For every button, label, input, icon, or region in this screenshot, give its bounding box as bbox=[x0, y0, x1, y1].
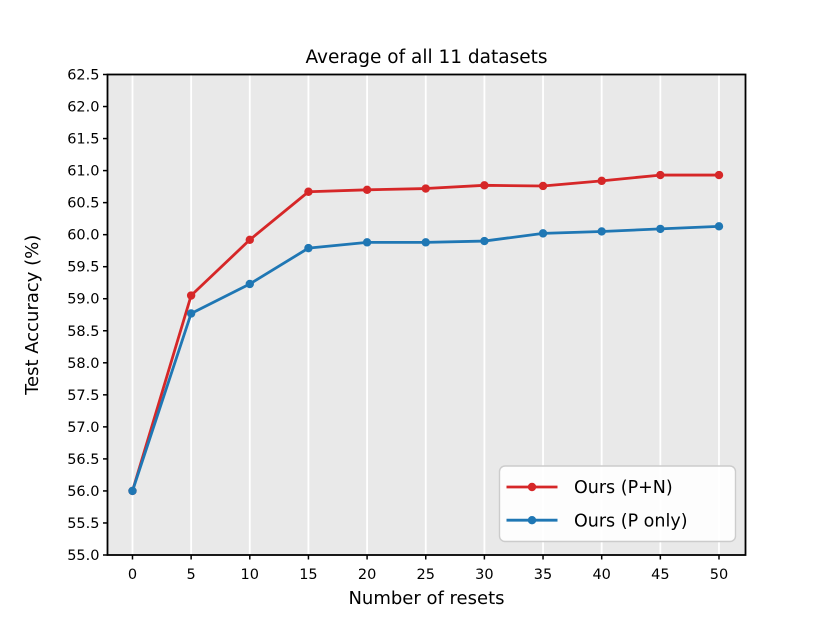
y-axis-ticks: 55.0 55.5 56.0 56.5 57.0 57.5 58.0 58.5 59.0 59.5… bbox=[67, 68, 108, 564]
legend-entry: Ours (P+N) bbox=[506, 478, 673, 498]
x-axis-ticks: 0 5 10 15 20 25 30 35 40 45 50 bbox=[128, 555, 728, 583]
y-tick-label: 62.5 bbox=[67, 68, 99, 84]
y-tick-label: 58.0 bbox=[67, 356, 99, 372]
legend-marker bbox=[527, 516, 537, 525]
x-tick-label: 25 bbox=[417, 567, 435, 583]
data-point-marker bbox=[714, 222, 724, 231]
data-point-marker bbox=[656, 170, 665, 180]
y-tick-label: 59.0 bbox=[67, 292, 99, 308]
legend-box bbox=[498, 465, 737, 543]
x-axis-label: Number of resets bbox=[348, 588, 504, 609]
plot-area: 0 5 10 15 20 25 30 35 40 45 50 55.0 55.5 56.0 56.5 57.0… bbox=[67, 68, 747, 583]
x-tick-label: 40 bbox=[592, 567, 610, 583]
data-point-marker bbox=[421, 238, 430, 247]
legend-entry: Ours (P only) bbox=[506, 511, 688, 531]
data-point-marker bbox=[597, 227, 606, 236]
data-point-marker bbox=[597, 176, 606, 186]
data-point-marker bbox=[245, 235, 254, 244]
data-point-marker bbox=[421, 184, 430, 193]
legend: Ours (P+N) Ours (P only) bbox=[498, 465, 737, 543]
data-point-marker bbox=[714, 170, 724, 180]
data-point-marker bbox=[538, 229, 548, 238]
data-point-marker bbox=[245, 279, 254, 289]
x-tick-label: 0 bbox=[128, 567, 137, 583]
data-point-marker bbox=[186, 291, 196, 300]
y-tick-label: 57.5 bbox=[67, 388, 99, 404]
data-point-marker bbox=[128, 486, 137, 496]
data-point-marker bbox=[656, 224, 665, 234]
data-point-marker bbox=[304, 243, 313, 253]
data-point-marker bbox=[304, 187, 313, 196]
chart-title: Average of all 11 datasets bbox=[305, 47, 547, 68]
axes-spines bbox=[106, 73, 747, 556]
legend-label: Ours (P+N) bbox=[574, 478, 673, 498]
x-tick-label: 5 bbox=[187, 567, 196, 583]
data-point-marker bbox=[480, 236, 489, 246]
data-point-marker bbox=[538, 181, 548, 191]
y-tick-label: 56.5 bbox=[67, 452, 99, 468]
y-tick-label: 60.5 bbox=[67, 196, 99, 212]
y-tick-label: 61.0 bbox=[67, 164, 99, 180]
legend-marker bbox=[527, 482, 537, 492]
y-tick-label: 61.5 bbox=[67, 132, 99, 148]
y-tick-label: 62.0 bbox=[67, 100, 99, 116]
y-tick-label: 59.5 bbox=[67, 260, 99, 276]
data-point-marker bbox=[480, 181, 489, 190]
x-tick-label: 30 bbox=[475, 567, 493, 583]
x-tick-label: 35 bbox=[534, 567, 552, 583]
data-point-marker bbox=[186, 309, 196, 318]
x-tick-label: 45 bbox=[651, 567, 669, 583]
y-tick-label: 55.5 bbox=[67, 516, 99, 532]
y-axis-label: Test Accuracy (%) bbox=[22, 235, 43, 396]
x-tick-label: 10 bbox=[241, 567, 259, 583]
series-ours-p-plus-n bbox=[128, 170, 724, 496]
x-tick-label: 50 bbox=[710, 567, 728, 583]
data-point-marker bbox=[362, 185, 372, 195]
x-tick-label: 15 bbox=[299, 567, 317, 583]
x-tick-label: 20 bbox=[358, 567, 376, 583]
y-tick-label: 56.0 bbox=[67, 484, 99, 500]
y-tick-label: 58.5 bbox=[67, 324, 99, 340]
series-ours-p-only bbox=[128, 222, 724, 496]
y-tick-label: 60.0 bbox=[67, 228, 99, 244]
y-tick-label: 55.0 bbox=[67, 548, 99, 564]
data-point-marker bbox=[362, 238, 372, 247]
legend-label: Ours (P only) bbox=[574, 511, 688, 531]
y-tick-label: 57.0 bbox=[67, 420, 99, 436]
